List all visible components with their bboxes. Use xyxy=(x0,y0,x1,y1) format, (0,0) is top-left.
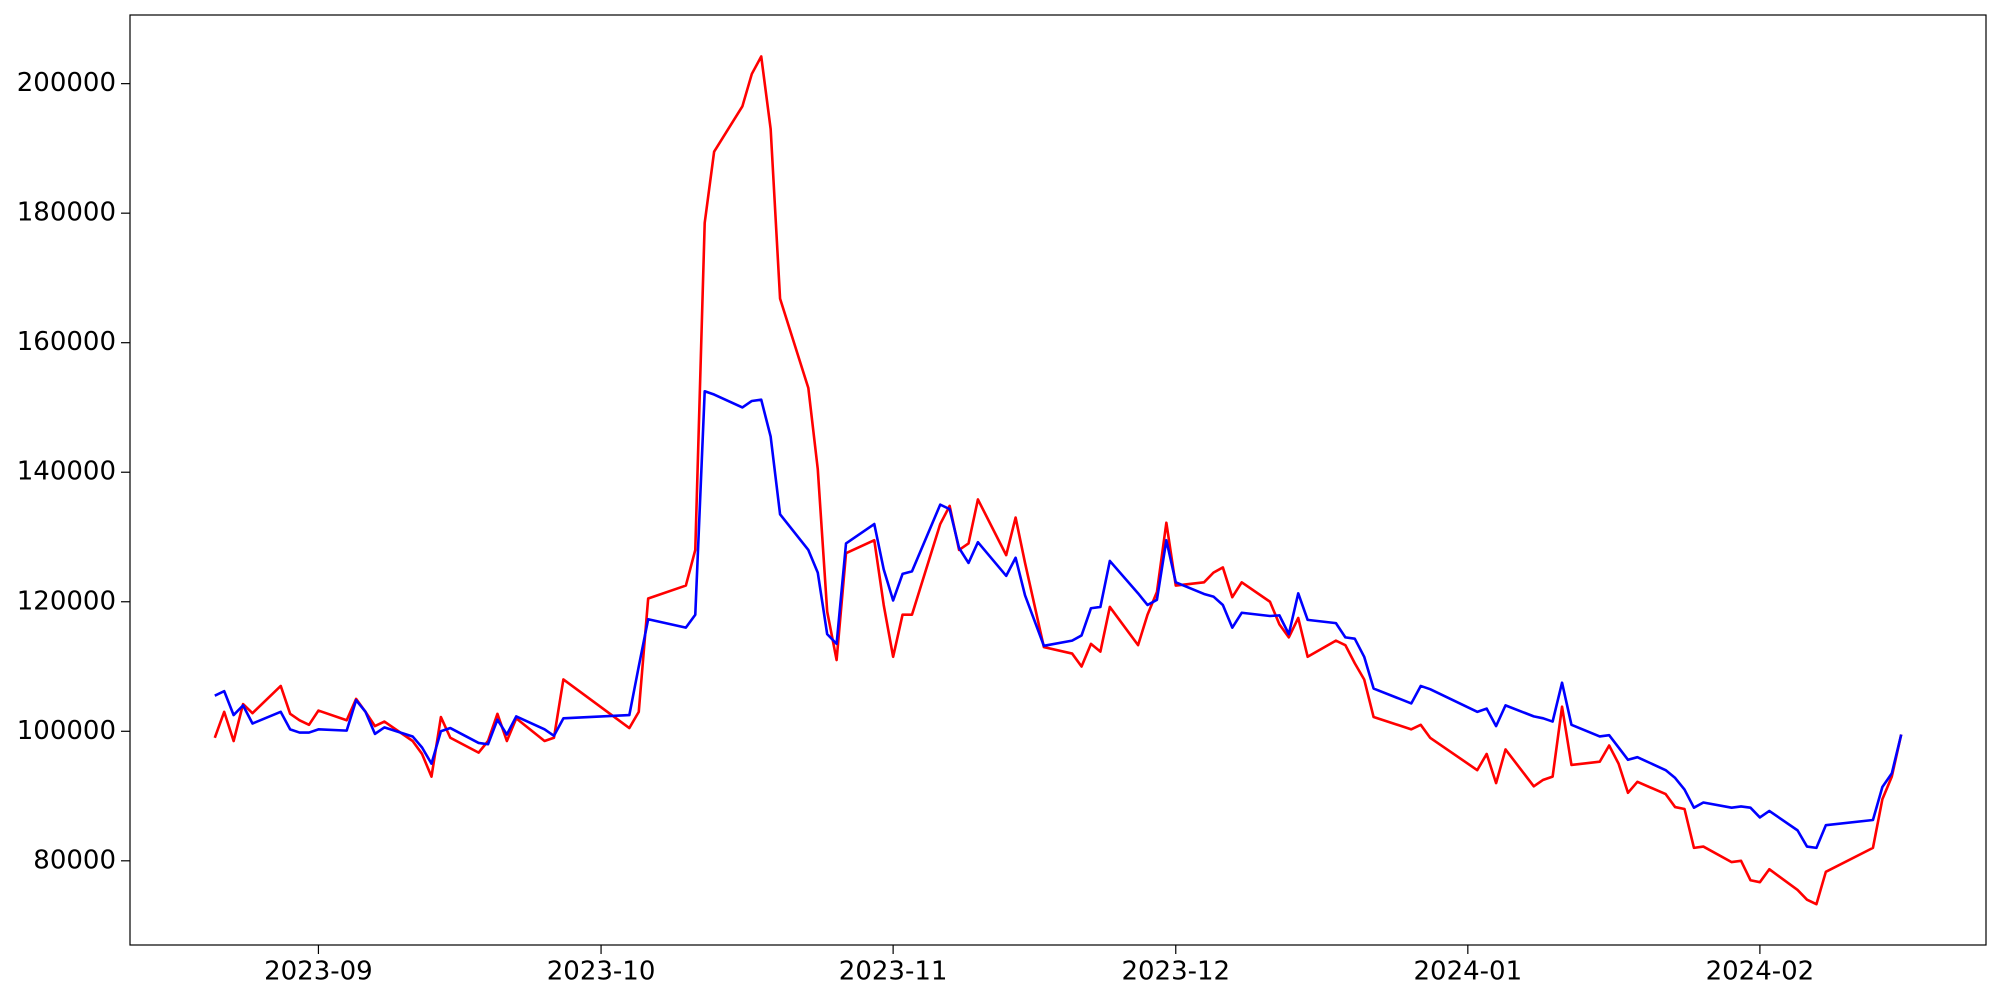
x-tick-label: 2023-11 xyxy=(839,957,948,987)
x-tick-label: 2024-02 xyxy=(1706,957,1815,987)
y-tick-label: 100000 xyxy=(17,716,116,746)
plot-frame xyxy=(129,14,1987,946)
y-tick-label: 200000 xyxy=(17,68,116,98)
y-tick-label: 120000 xyxy=(17,586,116,616)
x-tick-label: 2023-12 xyxy=(1121,957,1230,987)
x-tick-label: 2023-09 xyxy=(264,957,373,987)
data-line xyxy=(214,389,1903,850)
data-line xyxy=(213,55,1903,906)
y-tick-label: 180000 xyxy=(17,198,116,228)
y-tick-label: 80000 xyxy=(33,845,116,875)
y-tick-label: 160000 xyxy=(17,327,116,357)
x-tick-label: 2023-10 xyxy=(547,957,656,987)
x-tick-label: 2024-01 xyxy=(1414,957,1523,987)
y-tick-label: 140000 xyxy=(17,457,116,487)
plot-area xyxy=(130,15,1986,945)
